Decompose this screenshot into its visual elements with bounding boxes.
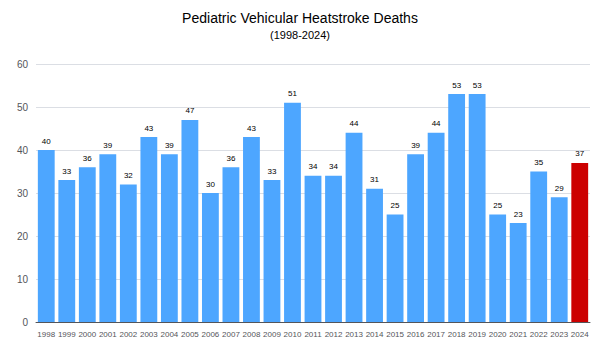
svg-text:2001: 2001 xyxy=(99,330,117,339)
svg-text:2004: 2004 xyxy=(160,330,178,339)
svg-text:2000: 2000 xyxy=(78,330,96,339)
svg-text:2009: 2009 xyxy=(263,330,281,339)
svg-text:43: 43 xyxy=(247,124,256,133)
svg-text:43: 43 xyxy=(144,124,153,133)
svg-text:40: 40 xyxy=(42,137,51,146)
svg-text:31: 31 xyxy=(370,175,379,184)
svg-text:2011: 2011 xyxy=(304,330,322,339)
svg-text:2002: 2002 xyxy=(119,330,137,339)
svg-text:10: 10 xyxy=(17,274,29,285)
svg-text:36: 36 xyxy=(226,154,235,163)
svg-text:53: 53 xyxy=(473,81,482,90)
svg-text:35: 35 xyxy=(534,158,543,167)
svg-text:33: 33 xyxy=(268,167,277,176)
svg-text:60: 60 xyxy=(17,59,29,70)
svg-text:36: 36 xyxy=(83,154,92,163)
svg-text:2012: 2012 xyxy=(325,330,343,339)
svg-text:2018: 2018 xyxy=(448,330,466,339)
svg-text:(1998-2024): (1998-2024) xyxy=(270,29,330,41)
svg-text:2007: 2007 xyxy=(222,330,240,339)
svg-text:23: 23 xyxy=(514,210,523,219)
svg-text:50: 50 xyxy=(17,102,29,113)
svg-text:33: 33 xyxy=(62,167,71,176)
svg-text:2022: 2022 xyxy=(530,330,548,339)
svg-text:29: 29 xyxy=(555,184,564,193)
svg-text:2023: 2023 xyxy=(550,330,568,339)
svg-text:2020: 2020 xyxy=(489,330,507,339)
svg-text:34: 34 xyxy=(309,162,318,171)
svg-text:53: 53 xyxy=(452,81,461,90)
svg-text:1999: 1999 xyxy=(58,330,76,339)
svg-text:2016: 2016 xyxy=(407,330,425,339)
svg-text:Pediatric Vehicular Heatstroke: Pediatric Vehicular Heatstroke Deaths xyxy=(182,10,418,26)
svg-text:39: 39 xyxy=(411,141,420,150)
svg-text:2024: 2024 xyxy=(571,330,589,339)
svg-text:30: 30 xyxy=(17,188,29,199)
svg-text:2019: 2019 xyxy=(468,330,486,339)
svg-text:37: 37 xyxy=(575,149,584,158)
svg-text:2015: 2015 xyxy=(386,330,404,339)
svg-text:39: 39 xyxy=(165,141,174,150)
svg-text:30: 30 xyxy=(206,180,215,189)
svg-text:1998: 1998 xyxy=(37,330,55,339)
svg-text:2006: 2006 xyxy=(202,330,220,339)
svg-text:2008: 2008 xyxy=(243,330,261,339)
svg-text:32: 32 xyxy=(124,171,133,180)
svg-text:39: 39 xyxy=(103,141,112,150)
svg-text:2014: 2014 xyxy=(366,330,384,339)
svg-text:51: 51 xyxy=(288,89,297,98)
svg-text:2017: 2017 xyxy=(427,330,445,339)
svg-text:2010: 2010 xyxy=(284,330,302,339)
svg-text:2003: 2003 xyxy=(140,330,158,339)
svg-text:44: 44 xyxy=(350,119,359,128)
svg-text:20: 20 xyxy=(17,231,29,242)
svg-text:2005: 2005 xyxy=(181,330,199,339)
svg-text:25: 25 xyxy=(391,201,400,210)
svg-text:2021: 2021 xyxy=(509,330,527,339)
svg-text:25: 25 xyxy=(493,201,502,210)
svg-text:40: 40 xyxy=(17,145,29,156)
svg-text:0: 0 xyxy=(22,317,28,328)
svg-text:47: 47 xyxy=(185,106,194,115)
svg-text:2013: 2013 xyxy=(345,330,363,339)
svg-text:34: 34 xyxy=(329,162,338,171)
svg-text:44: 44 xyxy=(432,119,441,128)
